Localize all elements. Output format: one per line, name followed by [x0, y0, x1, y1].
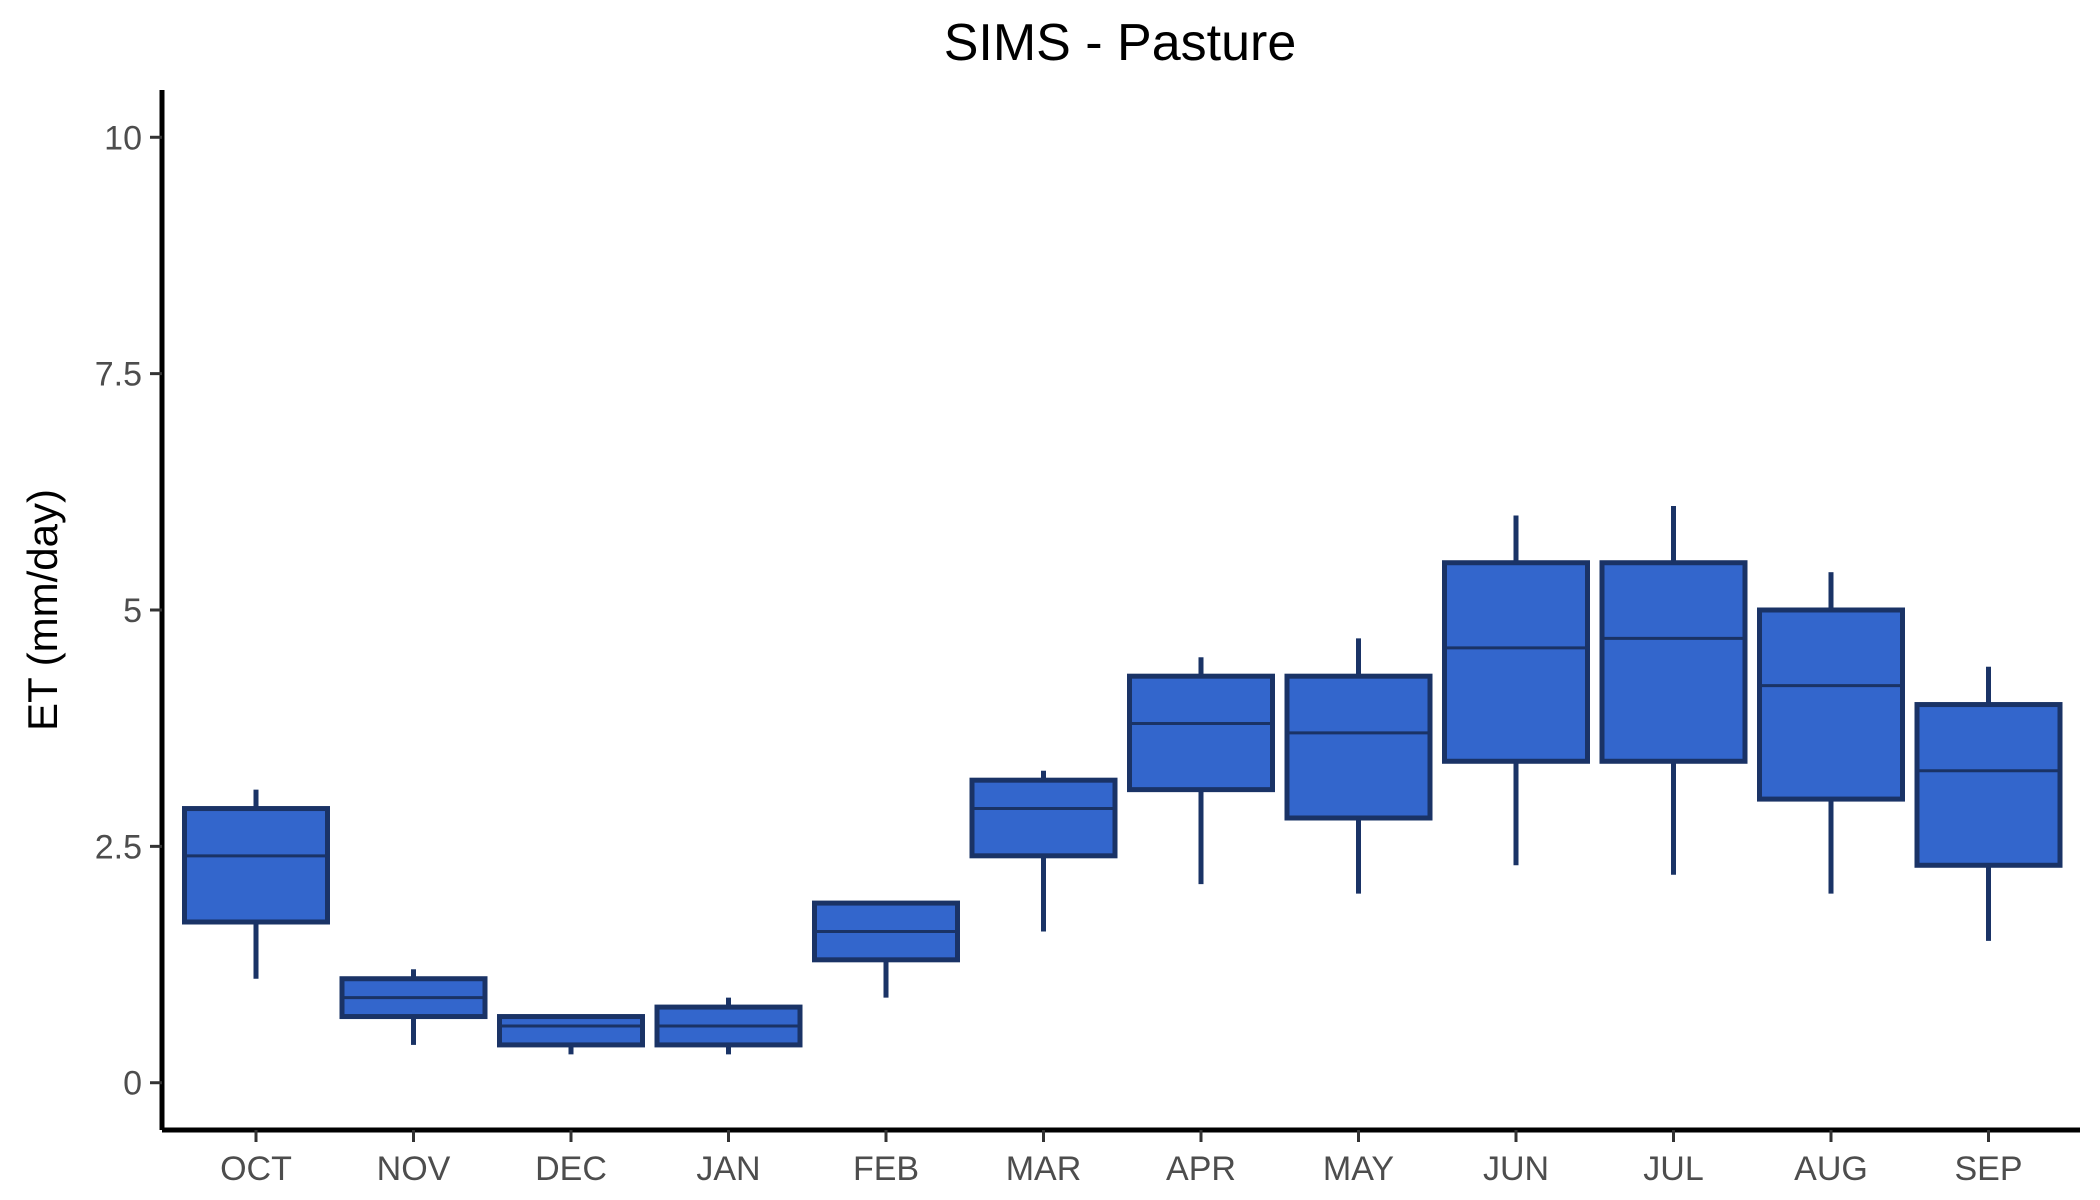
box-jul: [1599, 560, 1748, 764]
box-jun: [1442, 560, 1590, 764]
x-tick-label: APR: [1166, 1150, 1236, 1188]
y-tick-label: 2.5: [95, 828, 142, 866]
x-tick-label: MAR: [1006, 1150, 1082, 1188]
x-tick-label: JUN: [1483, 1150, 1549, 1188]
x-tick-label: MAY: [1323, 1150, 1394, 1188]
x-tick-label: JUL: [1643, 1150, 1703, 1188]
box-apr: [1127, 673, 1275, 793]
x-tick-label: NOV: [377, 1150, 451, 1188]
x-tick-label: OCT: [220, 1150, 292, 1188]
plot-area: 0 2.5 5 7.5 10 OCT NOV DEC JAN FEB MAR APR MAY JUN JUL…: [95, 90, 2080, 1188]
box-may: [1284, 673, 1433, 821]
x-tick-label: JAN: [696, 1150, 760, 1188]
y-tick-label: 10: [104, 119, 142, 157]
box-aug: [1757, 607, 1905, 802]
x-tick-label: AUG: [1794, 1150, 1868, 1188]
box-dec: [497, 1014, 645, 1048]
x-tick-label: SEP: [1954, 1150, 2022, 1188]
box-mar: [969, 777, 1118, 859]
y-tick-label: 5: [123, 592, 142, 630]
x-tick-label: DEC: [535, 1150, 607, 1188]
y-tick-label: 0: [123, 1065, 142, 1103]
box-oct: [182, 806, 330, 925]
y-axis-label: ET (mm/day): [19, 489, 66, 731]
y-tick-label: 7.5: [95, 356, 142, 394]
box-sep: [1914, 702, 2063, 868]
chart-title: SIMS - Pasture: [944, 14, 1297, 72]
x-tick-label: FEB: [853, 1150, 919, 1188]
